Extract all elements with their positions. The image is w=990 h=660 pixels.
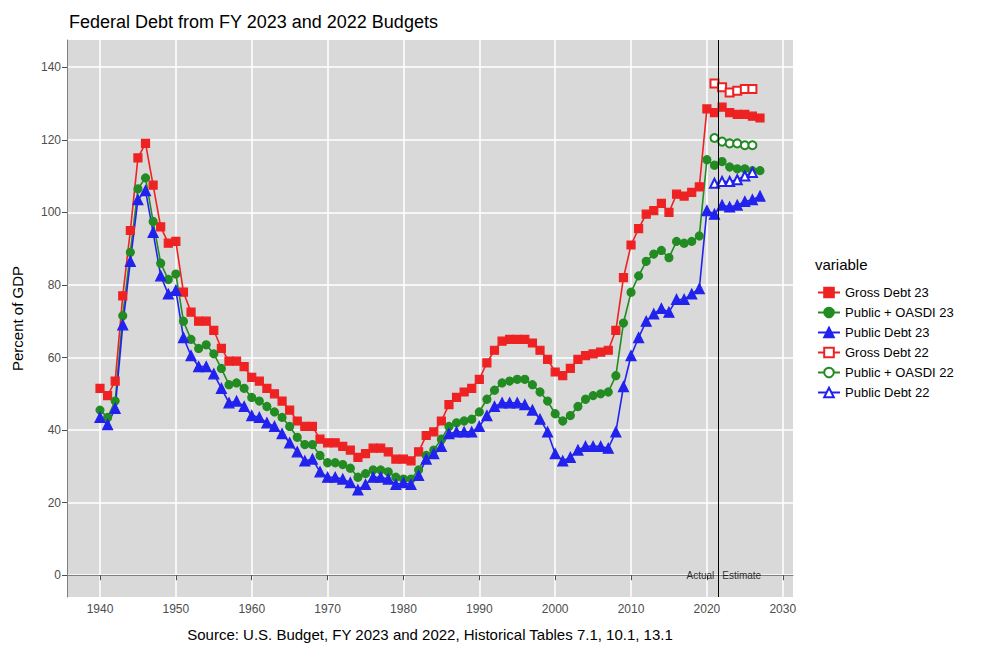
svg-text:2030: 2030	[769, 602, 796, 616]
svg-text:1960: 1960	[238, 602, 265, 616]
svg-text:100: 100	[41, 205, 61, 219]
svg-text:0: 0	[54, 568, 61, 582]
svg-text:60: 60	[48, 351, 62, 365]
svg-text:Public Debt 22: Public Debt 22	[845, 385, 930, 400]
svg-text:1990: 1990	[466, 602, 493, 616]
svg-text:Actual: Actual	[686, 570, 714, 581]
svg-text:40: 40	[48, 423, 62, 437]
svg-text:Gross Debt 23: Gross Debt 23	[845, 285, 929, 300]
svg-text:1940: 1940	[87, 602, 114, 616]
svg-text:140: 140	[41, 60, 61, 74]
svg-text:Percent of GDP: Percent of GDP	[9, 266, 26, 371]
svg-text:Source: U.S. Budget, FY 2023 a: Source: U.S. Budget, FY 2023 and 2022, H…	[187, 626, 673, 643]
svg-text:Gross Debt 22: Gross Debt 22	[845, 345, 929, 360]
svg-text:variable: variable	[815, 256, 868, 273]
svg-text:80: 80	[48, 278, 62, 292]
svg-text:2010: 2010	[618, 602, 645, 616]
svg-text:Public Debt 23: Public Debt 23	[845, 325, 930, 340]
svg-text:Public + OASDI 22: Public + OASDI 22	[845, 365, 954, 380]
svg-text:Federal Debt from FY 2023 and: Federal Debt from FY 2023 and 2022 Budge…	[69, 12, 438, 32]
svg-text:20: 20	[48, 496, 62, 510]
svg-text:1950: 1950	[163, 602, 190, 616]
svg-text:120: 120	[41, 133, 61, 147]
svg-text:Estimate: Estimate	[722, 570, 761, 581]
svg-text:1980: 1980	[390, 602, 417, 616]
svg-text:2000: 2000	[542, 602, 569, 616]
svg-text:1970: 1970	[314, 602, 341, 616]
svg-text:2020: 2020	[694, 602, 721, 616]
svg-text:Public + OASDI 23: Public + OASDI 23	[845, 305, 954, 320]
